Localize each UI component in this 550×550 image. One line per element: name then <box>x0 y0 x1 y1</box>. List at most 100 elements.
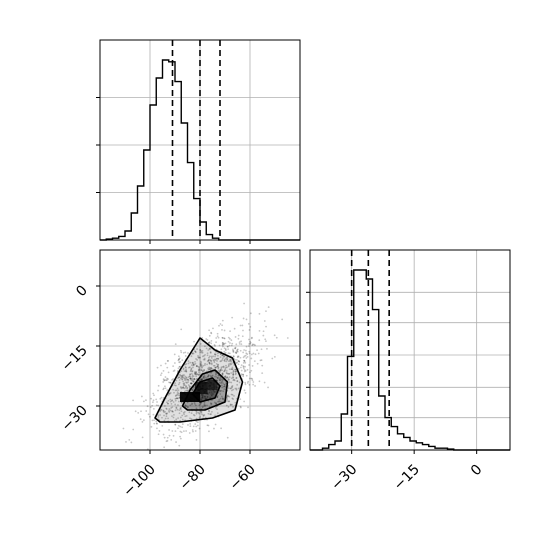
scatter-point <box>194 351 197 354</box>
scatter-point <box>201 365 204 368</box>
scatter-point <box>152 413 155 416</box>
scatter-point <box>210 363 213 366</box>
scatter-point <box>201 377 204 380</box>
scatter-point <box>179 430 182 433</box>
scatter-point <box>226 436 229 439</box>
scatter-point <box>223 329 226 332</box>
scatter-point <box>227 387 230 390</box>
axis-ticks <box>96 97 478 454</box>
scatter-point <box>227 363 230 366</box>
scatter-point <box>163 419 166 422</box>
scatter-point <box>243 355 246 358</box>
scatter-point <box>177 376 180 379</box>
scatter-point <box>200 366 203 369</box>
scatter-point <box>208 348 211 351</box>
scatter-point <box>186 387 188 390</box>
scatter-point <box>203 377 206 380</box>
scatter-point <box>174 403 177 406</box>
scatter-point <box>213 390 216 393</box>
scatter-point <box>151 404 154 407</box>
scatter-point <box>186 386 189 389</box>
scatter-point <box>232 370 235 372</box>
scatter-point <box>191 374 194 377</box>
scatter-point <box>211 374 214 377</box>
scatter-point <box>201 395 204 398</box>
scatter-point <box>213 358 216 361</box>
scatter-point <box>180 370 183 373</box>
scatter-point <box>203 369 205 371</box>
scatter-point <box>251 344 254 347</box>
scatter-point <box>222 355 225 358</box>
scatter-point <box>228 381 231 384</box>
scatter-point <box>208 392 211 394</box>
scatter-point <box>231 393 234 396</box>
scatter-point <box>163 436 166 439</box>
scatter-point <box>174 409 177 412</box>
scatter-point <box>179 416 182 419</box>
scatter-point <box>227 400 230 403</box>
scatter-point <box>205 338 208 340</box>
scatter-point <box>216 364 219 366</box>
scatter-point <box>159 397 162 400</box>
scatter-point <box>243 349 246 351</box>
scatter-point <box>177 383 180 386</box>
scatter-point <box>214 423 217 426</box>
scatter-point <box>242 367 245 370</box>
scatter-point <box>224 342 227 345</box>
scatter-point <box>202 414 205 417</box>
scatter-point <box>237 334 240 337</box>
scatter-point <box>206 360 209 363</box>
scatter-point <box>178 394 180 397</box>
scatter-point <box>236 349 239 351</box>
scatter-point <box>152 407 155 410</box>
scatter-point <box>187 366 190 369</box>
scatter-point <box>221 359 224 361</box>
scatter-point <box>168 434 171 437</box>
scatter-point <box>210 362 213 365</box>
scatter-point <box>216 394 219 397</box>
scatter-point <box>243 302 245 305</box>
scatter-point <box>175 407 178 409</box>
scatter-point <box>223 359 226 362</box>
scatter-point <box>204 395 206 398</box>
scatter-point <box>209 351 212 354</box>
scatter-point <box>228 395 231 398</box>
scatter-point <box>197 373 200 376</box>
scatter-point <box>215 390 218 392</box>
scatter-point <box>239 324 242 327</box>
scatter-point <box>235 352 238 354</box>
scatter-point <box>237 367 240 370</box>
scatter-point <box>258 380 261 383</box>
scatter-point <box>200 378 203 380</box>
scatter-point <box>206 396 209 398</box>
scatter-point <box>243 389 246 392</box>
scatter-point <box>163 405 166 407</box>
scatter-point <box>230 344 233 347</box>
scatter-point <box>186 378 189 381</box>
scatter-point <box>173 391 175 394</box>
scatter-point <box>198 379 200 382</box>
scatter-point <box>172 378 174 380</box>
scatter-point <box>214 345 216 347</box>
scatter-point <box>174 384 177 387</box>
scatter-point <box>228 368 231 371</box>
scatter-point <box>171 415 173 417</box>
scatter-point <box>189 373 192 376</box>
scatter-point <box>215 376 218 378</box>
scatter-point <box>248 352 251 355</box>
scatter-point <box>209 389 212 392</box>
scatter-point <box>185 381 187 384</box>
scatter-point <box>177 400 180 403</box>
scatter-point <box>204 376 207 379</box>
scatter-point <box>206 352 209 355</box>
scatter-point <box>159 409 162 411</box>
scatter-point <box>208 368 211 371</box>
scatter-point <box>213 391 216 394</box>
scatter-point <box>248 345 250 347</box>
scatter-point <box>261 364 264 367</box>
scatter-point <box>195 371 197 374</box>
scatter-point <box>249 340 251 343</box>
scatter-point <box>230 393 233 396</box>
scatter-point <box>220 348 223 351</box>
scatter-point <box>215 362 218 365</box>
